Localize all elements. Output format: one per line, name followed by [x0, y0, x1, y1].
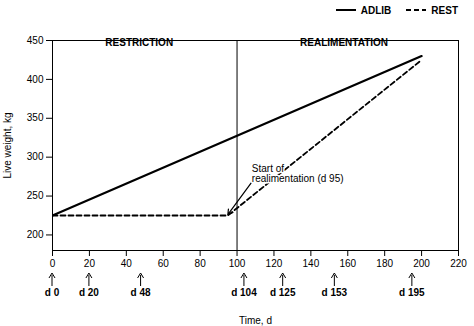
svg-text:d 125: d 125: [270, 287, 296, 298]
svg-text:40: 40: [121, 258, 133, 269]
svg-text:400: 400: [27, 74, 44, 85]
svg-text:d 20: d 20: [79, 287, 99, 298]
svg-text:140: 140: [303, 258, 320, 269]
html-text:ADLIB: ADLIB: [360, 4, 392, 16]
svg-text:180: 180: [376, 258, 393, 269]
svg-text:d 48: d 48: [131, 287, 151, 298]
svg-text:0: 0: [50, 258, 56, 269]
svg-text:Start ofrealimentation (d 95): Start ofrealimentation (d 95): [252, 163, 344, 184]
html-text:REST: REST: [431, 4, 458, 16]
svg-text:200: 200: [27, 229, 44, 240]
svg-text:60: 60: [158, 258, 170, 269]
svg-text:250: 250: [27, 190, 44, 201]
svg-text:d 0: d 0: [45, 287, 60, 298]
svg-text:160: 160: [339, 258, 356, 269]
svg-text:450: 450: [27, 35, 44, 46]
svg-text:20: 20: [84, 258, 96, 269]
svg-text:Live weight, kg: Live weight, kg: [2, 112, 13, 178]
svg-text:220: 220: [450, 258, 467, 269]
svg-text:d 153: d 153: [322, 287, 348, 298]
svg-text:80: 80: [195, 258, 207, 269]
svg-text:d 104: d 104: [231, 287, 257, 298]
svg-text:REALIMENTATION: REALIMENTATION: [300, 37, 388, 48]
svg-text:350: 350: [27, 112, 44, 123]
svg-text:100: 100: [229, 258, 246, 269]
svg-text:200: 200: [413, 258, 430, 269]
svg-text:d 195: d 195: [399, 287, 425, 298]
svg-text:RESTRICTION: RESTRICTION: [105, 37, 173, 48]
svg-text:Time, d: Time, d: [239, 315, 272, 326]
svg-text:120: 120: [266, 258, 283, 269]
svg-text:300: 300: [27, 151, 44, 162]
